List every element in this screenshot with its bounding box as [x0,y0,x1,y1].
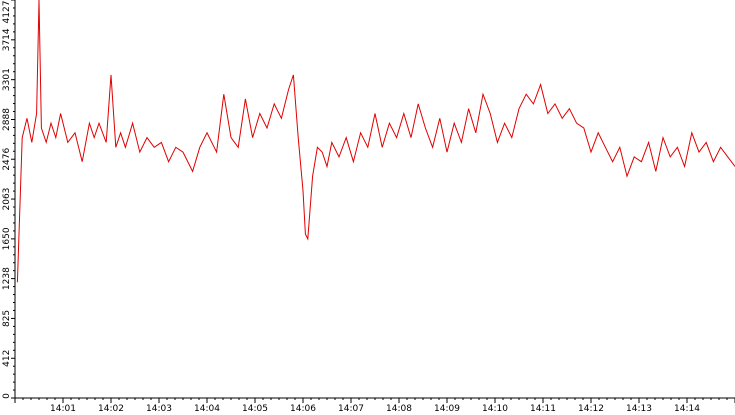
x-tick-label: 14:03 [146,404,172,414]
y-tick-label: 2888 [2,108,12,131]
y-tick-label: 3301 [2,68,12,91]
x-tick-label: 14:05 [242,404,268,414]
x-tick-label: 14:13 [626,404,652,414]
y-tick-label: 1238 [2,267,12,290]
x-tick-label: 14:14 [674,404,700,414]
x-axis: 14:01 14:02 14:03 14:04 14:05 14:06 14:07 14:08… [14,397,735,414]
series-layer [16,0,735,283]
series-line [16,0,735,283]
y-tick-label: 0 [2,393,12,399]
x-tick-label: 14:01 [50,404,76,414]
x-tick-label: 14:07 [338,404,364,414]
y-tick-label: 1650 [2,227,12,250]
y-axis: 0 412 825 1238 1650 2063 2476 2888 3301 3714 4127 [2,0,16,399]
y-tick-label: 412 [2,350,12,367]
y-tick-label: 2476 [2,147,12,170]
y-tick-label: 3714 [2,28,12,51]
x-tick-label: 14:10 [482,404,508,414]
x-tick-label: 14:08 [386,404,412,414]
x-tick-label: 14:09 [434,404,460,414]
y-tick-label: 2063 [2,188,12,211]
x-tick-label: 14:04 [194,404,220,414]
y-tick-label: 4127 [2,1,12,24]
x-tick-label: 14:06 [290,404,316,414]
x-tick-label: 14:11 [530,404,556,414]
x-tick-label: 14:12 [578,404,604,414]
x-tick-label: 14:02 [98,404,124,414]
y-tick-label: 825 [2,310,12,327]
